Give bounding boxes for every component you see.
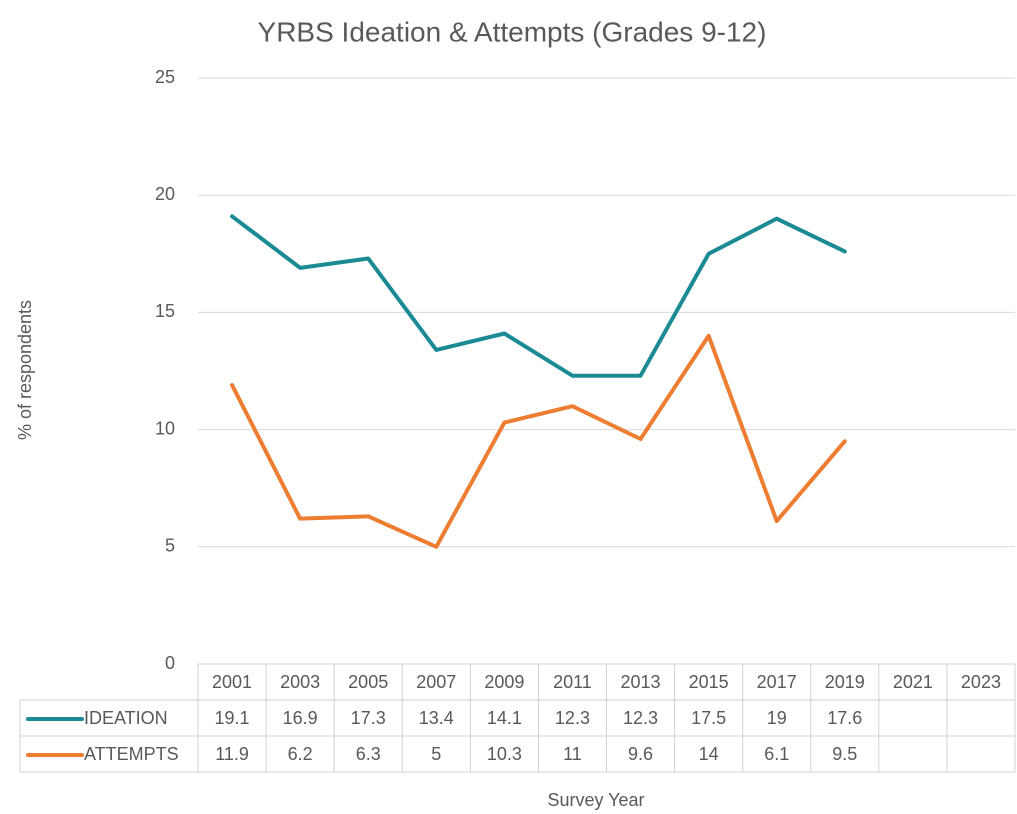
table-value: 11	[563, 744, 582, 764]
x-tick-label: 2003	[280, 672, 320, 692]
table-value: 17.5	[691, 708, 726, 728]
x-tick-label: 2017	[757, 672, 797, 692]
table-value: 19	[767, 708, 787, 728]
table-value: 10.3	[487, 744, 522, 764]
x-tick-label: 2015	[689, 672, 729, 692]
x-tick-label: 2011	[553, 672, 592, 692]
table-value: 12.3	[623, 708, 658, 728]
legend-label: IDEATION	[84, 708, 168, 728]
x-tick-label: 2005	[348, 672, 388, 692]
series-line	[230, 214, 847, 378]
x-tick-label: 2009	[484, 672, 524, 692]
table-value: 13.4	[419, 708, 454, 728]
table-value: 12.3	[555, 708, 590, 728]
table-value: 16.9	[283, 708, 318, 728]
table-value: 5	[431, 744, 441, 764]
x-axis-label: Survey Year	[547, 790, 644, 810]
y-tick-label: 20	[155, 184, 175, 204]
series-line	[230, 333, 847, 549]
table-value: 9.5	[832, 744, 857, 764]
chart-title: YRBS Ideation & Attempts (Grades 9-12)	[258, 16, 767, 47]
table-value: 19.1	[215, 708, 250, 728]
table-value: 6.3	[356, 744, 381, 764]
y-tick-label: 15	[155, 301, 175, 321]
x-tick-label: 2007	[416, 672, 456, 692]
table-value: 14	[699, 744, 719, 764]
table-value: 17.3	[351, 708, 386, 728]
legend-label: ATTEMPTS	[84, 744, 179, 764]
y-tick-label: 10	[155, 418, 175, 438]
table-value: 6.1	[764, 744, 789, 764]
x-tick-label: 2013	[621, 672, 661, 692]
y-tick-label: 0	[165, 653, 175, 673]
table-value: 6.2	[288, 744, 313, 764]
table-value: 11.9	[215, 744, 249, 764]
x-tick-label: 2021	[893, 672, 933, 692]
table-value: 9.6	[628, 744, 653, 764]
table-value: 17.6	[827, 708, 862, 728]
y-axis-label: % of respondents	[15, 300, 35, 440]
y-tick-label: 5	[165, 536, 175, 556]
table-value: 14.1	[487, 708, 522, 728]
x-tick-label: 2023	[961, 672, 1001, 692]
y-tick-label: 25	[155, 67, 175, 87]
x-tick-label: 2001	[212, 672, 252, 692]
x-tick-label: 2019	[825, 672, 865, 692]
